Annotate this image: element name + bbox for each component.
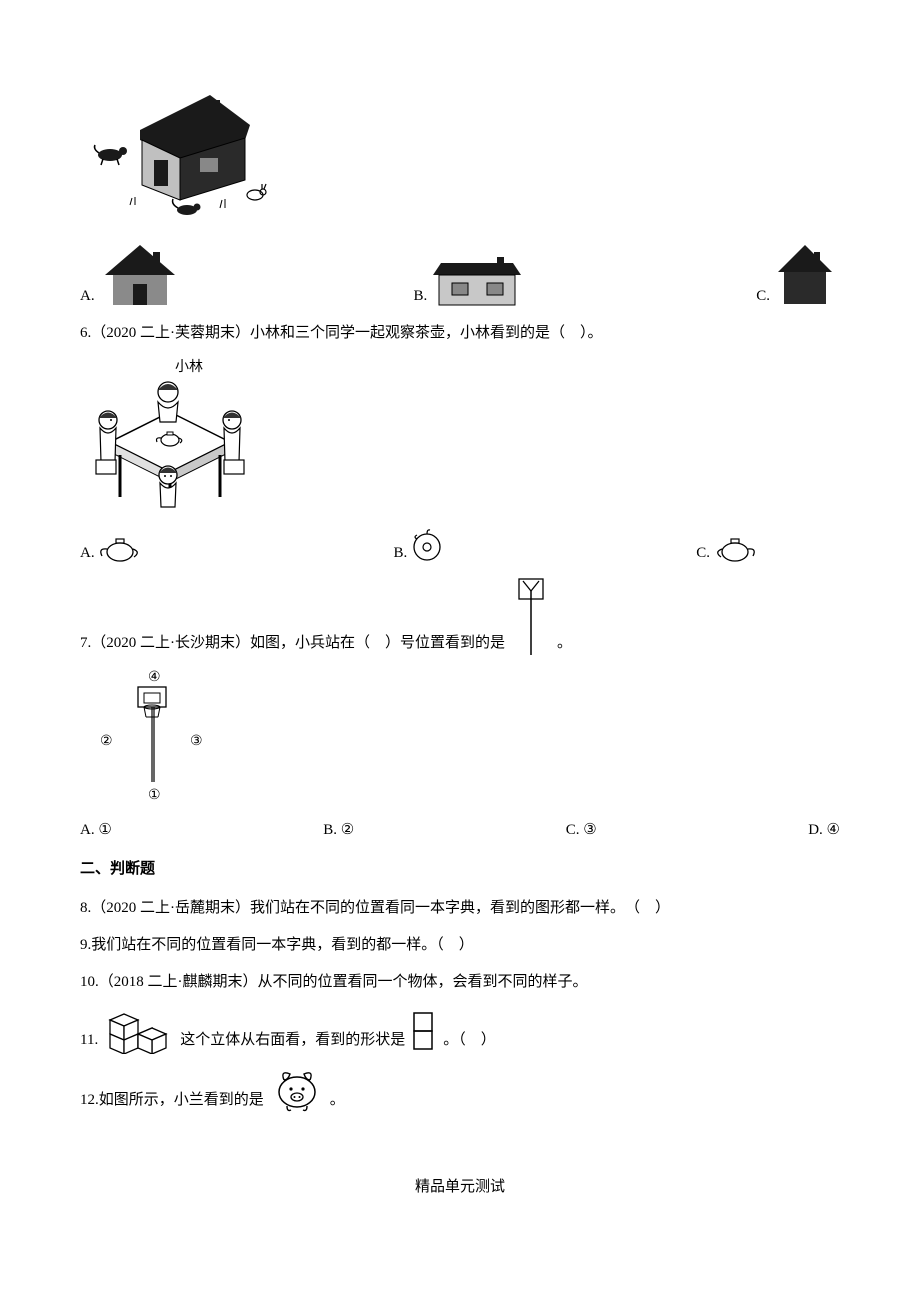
- q6-option-c[interactable]: C.: [696, 532, 760, 567]
- option-label: B.: [414, 283, 428, 310]
- q7-text: 7.（2020 二上·长沙期末）如图，小兵站在（ ）号位置看到的是 。: [80, 577, 840, 657]
- q7-option-a[interactable]: A. ①: [80, 817, 112, 844]
- q6-option-b[interactable]: B.: [394, 527, 448, 567]
- q5-option-c[interactable]: C.: [756, 240, 840, 310]
- teapot-left-icon: [95, 532, 145, 567]
- q7-prefix: 7.（2020 二上·长沙期末）如图，小兵站在（ ）号位置看到的是: [80, 630, 505, 657]
- option-label: C.: [696, 540, 710, 567]
- kids-table-svg: 小林: [80, 357, 260, 517]
- q11-prefix: 11.: [80, 1027, 98, 1054]
- two-square-vertical-icon: [411, 1010, 437, 1054]
- q11-mid: 这个立体从右面看，看到的形状是: [180, 1027, 405, 1054]
- house-front-icon: [95, 240, 185, 310]
- svg-text:④: ④: [148, 670, 161, 685]
- q9-text: 9.我们站在不同的位置看同一本字典，看到的都一样。（ ）: [80, 932, 840, 959]
- option-label: D. ④: [808, 822, 840, 838]
- option-label: A.: [80, 283, 95, 310]
- svg-text:③: ③: [190, 734, 203, 749]
- q7-option-d[interactable]: D. ④: [808, 817, 840, 844]
- q7-options: A. ① B. ② C. ③ D. ④: [80, 817, 840, 844]
- q11-row: 11. 这个立体从右面看，看到的形状是 。（ ）: [80, 1006, 840, 1054]
- option-label: A.: [80, 540, 95, 567]
- teapot-right-icon: [710, 532, 760, 567]
- option-label: A. ①: [80, 822, 112, 838]
- q12-prefix: 12.如图所示，小兰看到的是: [80, 1087, 264, 1114]
- option-label: C.: [756, 283, 770, 310]
- q6-scene-figure: 小林: [80, 357, 840, 517]
- q5-scene-figure: [80, 90, 840, 230]
- teapot-top-icon: [407, 527, 447, 567]
- q7-suffix: 。: [557, 630, 572, 657]
- cube-solid-icon: [104, 1006, 174, 1054]
- hoop-back-icon: [511, 577, 551, 657]
- q8-text: 8.（2020 二上·岳麓期末）我们站在不同的位置看同一本字典，看到的图形都一样…: [80, 895, 840, 922]
- option-label: C. ③: [566, 822, 597, 838]
- xiaolin-label: 小林: [175, 359, 203, 375]
- q5-option-b[interactable]: B.: [414, 255, 528, 310]
- q7-option-c[interactable]: C. ③: [566, 817, 597, 844]
- q12-row: 12.如图所示，小兰看到的是 。: [80, 1064, 840, 1114]
- house-side-icon: [427, 255, 527, 310]
- q6-text: 6.（2020 二上·芙蓉期末）小林和三个同学一起观察茶壶，小林看到的是（ ）。: [80, 320, 840, 347]
- svg-text:②: ②: [100, 734, 113, 749]
- q7-scene-figure: ④ ② ③ ①: [80, 667, 840, 807]
- svg-text:①: ①: [148, 788, 161, 803]
- q12-suffix: 。: [330, 1087, 345, 1114]
- q10-text: 10.（2018 二上·麒麟期末）从不同的位置看同一个物体，会看到不同的样子。: [80, 969, 840, 996]
- q7-option-b[interactable]: B. ②: [323, 817, 354, 844]
- hoop-positions-svg: ④ ② ③ ①: [80, 667, 230, 807]
- house-back-icon: [770, 240, 840, 310]
- section2-title: 二、判断题: [80, 856, 840, 883]
- q5-option-a[interactable]: A.: [80, 240, 185, 310]
- page-footer: 精品单元测试: [80, 1174, 840, 1201]
- q6-option-a[interactable]: A.: [80, 532, 145, 567]
- house-scene-svg: [80, 90, 280, 230]
- q11-suffix: 。（ ）: [443, 1027, 496, 1054]
- pig-front-icon: [270, 1064, 324, 1114]
- option-label: B. ②: [323, 822, 354, 838]
- option-label: B.: [394, 540, 408, 567]
- q6-options: A. B. C.: [80, 527, 840, 567]
- q5-options: A. B. C.: [80, 240, 840, 310]
